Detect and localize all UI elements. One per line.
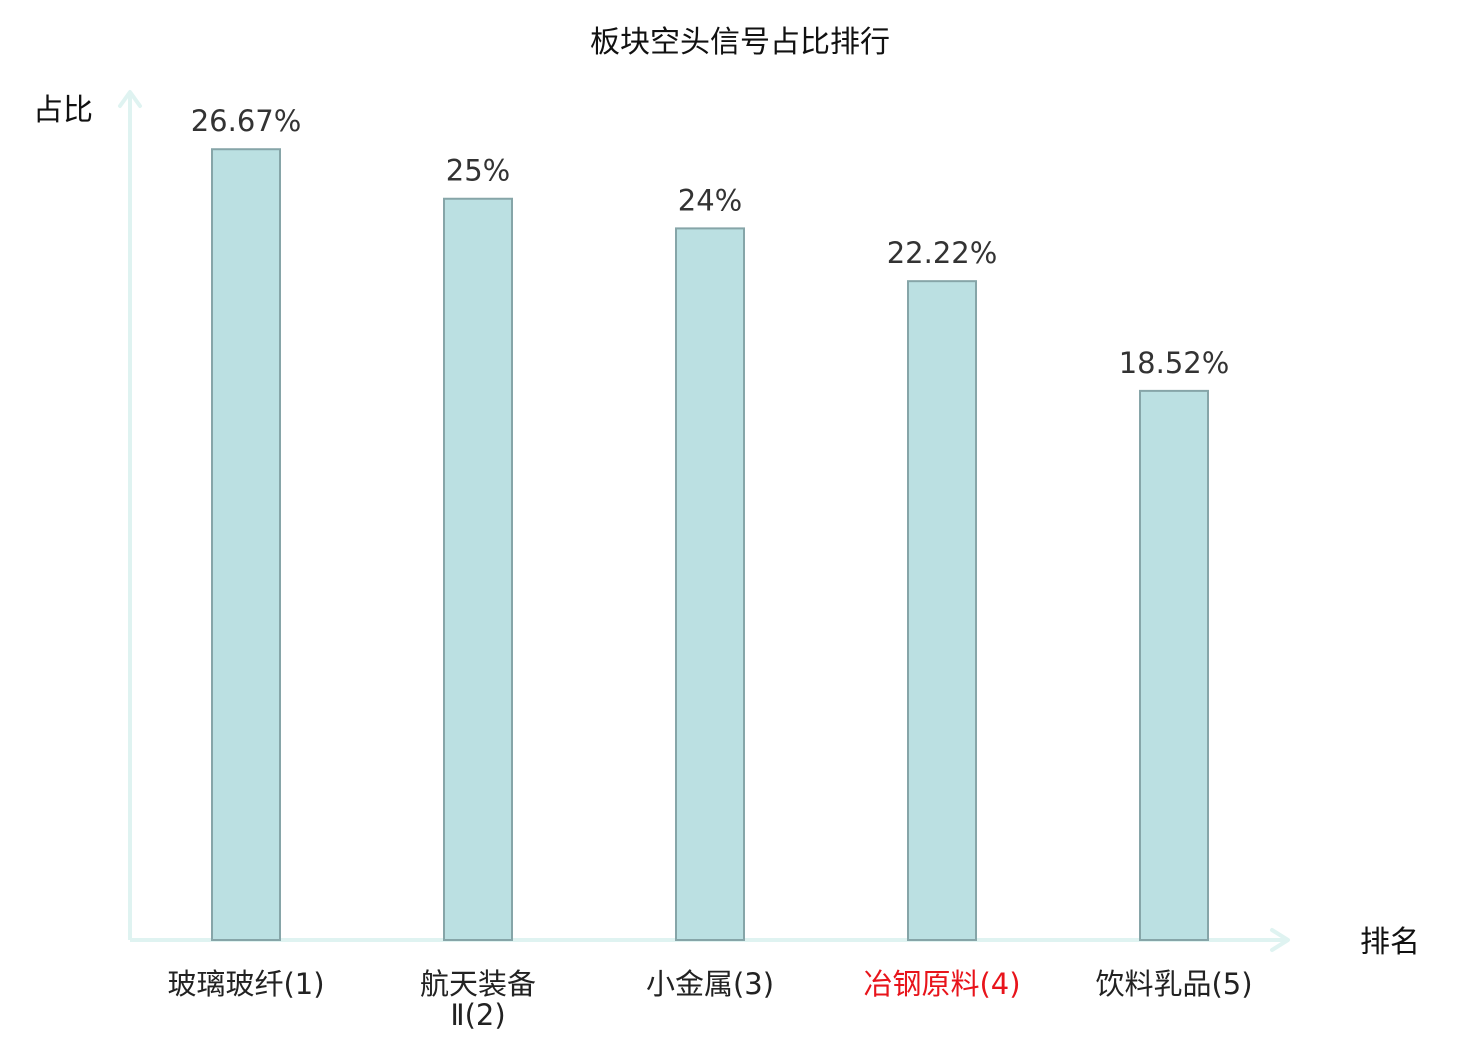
value-label-3: 24% <box>678 183 742 217</box>
value-label-2: 25% <box>446 154 510 188</box>
x-axis-arrow-icon <box>1270 928 1290 952</box>
x-axis-title: 排名 <box>1360 925 1420 960</box>
value-label-5: 18.52% <box>1119 346 1230 380</box>
value-label-1: 26.67% <box>191 104 302 138</box>
chart-title: 板块空头信号占比排行 <box>590 25 890 60</box>
category-label-4: 冶钢原料(4) <box>863 967 1020 1001</box>
bar-4 <box>907 280 977 941</box>
category-label-1: 玻璃玻纤(1) <box>167 967 324 1001</box>
bar-3 <box>675 227 745 941</box>
y-axis-arrow-icon <box>118 90 142 108</box>
bar-1 <box>211 148 281 942</box>
value-label-4: 22.22% <box>887 236 998 270</box>
y-axis-title: 占比 <box>33 93 93 128</box>
category-label-5: 饮料乳品(5) <box>1095 967 1252 1001</box>
bars <box>211 148 1209 942</box>
bar-2 <box>443 197 513 941</box>
category-label-2: 航天装备 <box>420 967 536 1001</box>
category-label-3: 小金属(3) <box>646 967 774 1001</box>
category-label-2-line-2: Ⅱ(2) <box>450 998 505 1032</box>
value-labels: 26.67% 25% 24% 22.22% 18.52% <box>191 104 1230 380</box>
bar-5 <box>1139 389 1209 941</box>
